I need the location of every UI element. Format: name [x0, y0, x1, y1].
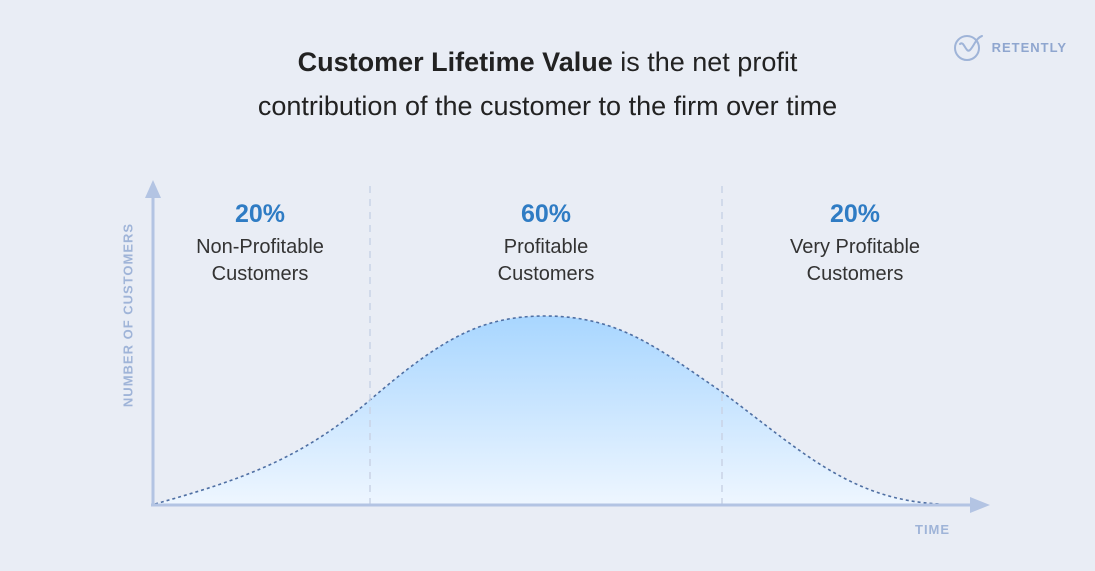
segment-very-profitable: 20% Very Profitable Customers [745, 198, 965, 288]
segment-label-line-1: Non-Profitable [196, 236, 324, 258]
headline-line-1: Customer Lifetime Value is the net profi… [0, 36, 1095, 88]
segment-label: Non-Profitable Customers [150, 234, 370, 288]
headline-rest: is the net profit [612, 47, 798, 77]
headline-line-2: contribution of the customer to the firm… [257, 91, 838, 121]
segment-percent: 20% [829, 200, 881, 228]
segment-label-line-1: Very Profitable [789, 236, 921, 258]
brand-logo: RETENTLY [952, 30, 1067, 64]
brand-name: RETENTLY [991, 39, 1067, 55]
segment-percent: 60% [520, 200, 572, 228]
segment-label: Very Profitable Customers [745, 234, 965, 288]
segment-label-line-1: Profitable [503, 236, 589, 258]
segment-profitable: 60% Profitable Customers [436, 198, 656, 288]
x-axis-label: TIME [915, 522, 951, 537]
segment-label-line-2: Customers [497, 263, 595, 285]
segment-label-line-2: Customers [806, 263, 904, 285]
segment-label: Profitable Customers [436, 234, 656, 288]
curve-area [155, 316, 940, 504]
y-axis-arrow [145, 180, 161, 198]
segment-label-line-2: Customers [211, 263, 309, 285]
segment-non-profitable: 20% Non-Profitable Customers [150, 198, 370, 288]
retently-logo-icon [953, 35, 983, 61]
x-axis-arrow [970, 497, 990, 513]
segment-percent: 20% [234, 200, 286, 228]
distribution-curve [154, 315, 941, 505]
y-axis-label: NUMBER OF CUSTOMERS [120, 222, 136, 408]
headline-bold: Customer Lifetime Value [297, 47, 613, 77]
